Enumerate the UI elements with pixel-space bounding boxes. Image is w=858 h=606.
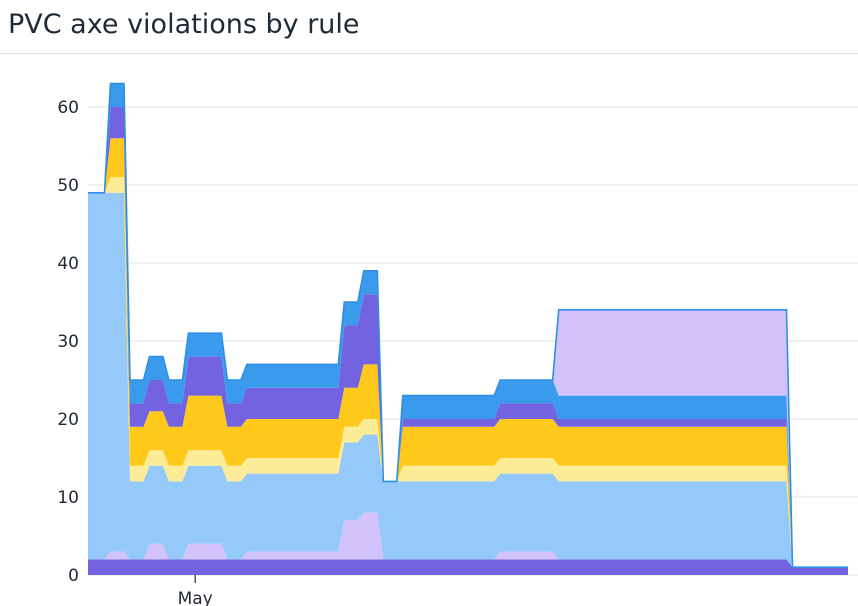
y-tick-label: 30 <box>57 332 79 352</box>
axes: May <box>178 575 213 606</box>
y-tick-label: 20 <box>57 410 79 430</box>
y-tick-label: 10 <box>57 488 79 508</box>
x-tick-label: May <box>178 589 213 606</box>
y-tick-label: 50 <box>57 176 79 196</box>
series-area-0 <box>88 559 848 575</box>
series-areas <box>88 84 848 575</box>
y-tick-label: 40 <box>57 254 79 274</box>
y-tick-label: 60 <box>57 98 79 118</box>
y-tick-label: 0 <box>68 566 79 586</box>
